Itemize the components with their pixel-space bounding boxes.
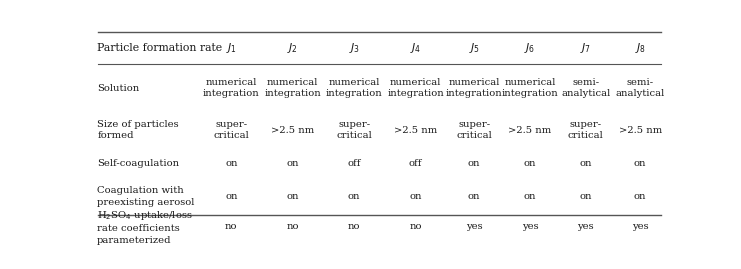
Text: yes: yes [632,222,648,232]
Text: semi-
analytical: semi- analytical [616,78,665,98]
Text: on: on [524,192,536,201]
Text: yes: yes [577,222,594,232]
Text: on: on [225,192,238,201]
Text: on: on [634,159,646,168]
Text: on: on [348,192,360,201]
Text: super-
critical: super- critical [456,120,492,140]
Text: numerical
integration: numerical integration [446,78,502,98]
Text: $J_5$: $J_5$ [468,41,480,55]
Text: super-
critical: super- critical [213,120,249,140]
Text: H$_2$SO$_4$ uptake/loss
rate coefficients
parameterized: H$_2$SO$_4$ uptake/loss rate coefficient… [97,209,193,245]
Text: $J_3$: $J_3$ [348,41,360,55]
Text: >2.5 nm: >2.5 nm [394,126,437,135]
Text: Size of particles
formed: Size of particles formed [97,120,179,140]
Text: super-
critical: super- critical [336,120,372,140]
Text: numerical
integration: numerical integration [265,78,321,98]
Text: numerical
integration: numerical integration [502,78,558,98]
Text: no: no [225,222,238,232]
Text: numerical
integration: numerical integration [326,78,382,98]
Text: yes: yes [522,222,538,232]
Text: on: on [634,192,646,201]
Text: semi-
analytical: semi- analytical [561,78,611,98]
Text: on: on [468,159,480,168]
Text: >2.5 nm: >2.5 nm [508,126,551,135]
Text: numerical
integration: numerical integration [388,78,444,98]
Text: $J_2$: $J_2$ [288,41,299,55]
Text: >2.5 nm: >2.5 nm [271,126,314,135]
Text: super-
critical: super- critical [568,120,603,140]
Text: $J_8$: $J_8$ [634,41,646,55]
Text: on: on [225,159,238,168]
Text: Self-coagulation: Self-coagulation [97,159,179,168]
Text: on: on [468,192,480,201]
Text: off: off [409,159,422,168]
Text: yes: yes [466,222,482,232]
Text: numerical
integration: numerical integration [203,78,259,98]
Text: $J_1$: $J_1$ [226,41,237,55]
Text: on: on [579,159,592,168]
Text: on: on [524,159,536,168]
Text: on: on [287,159,299,168]
Text: no: no [287,222,299,232]
Text: on: on [410,192,422,201]
Text: on: on [287,192,299,201]
Text: no: no [348,222,360,232]
Text: off: off [348,159,361,168]
Text: Solution: Solution [97,84,139,93]
Text: $J_4$: $J_4$ [410,41,422,55]
Text: Particle formation rate: Particle formation rate [97,43,222,53]
Text: on: on [579,192,592,201]
Text: $J_7$: $J_7$ [580,41,591,55]
Text: >2.5 nm: >2.5 nm [619,126,662,135]
Text: no: no [410,222,422,232]
Text: $J_6$: $J_6$ [525,41,536,55]
Text: Coagulation with
preexisting aerosol: Coagulation with preexisting aerosol [97,186,195,207]
